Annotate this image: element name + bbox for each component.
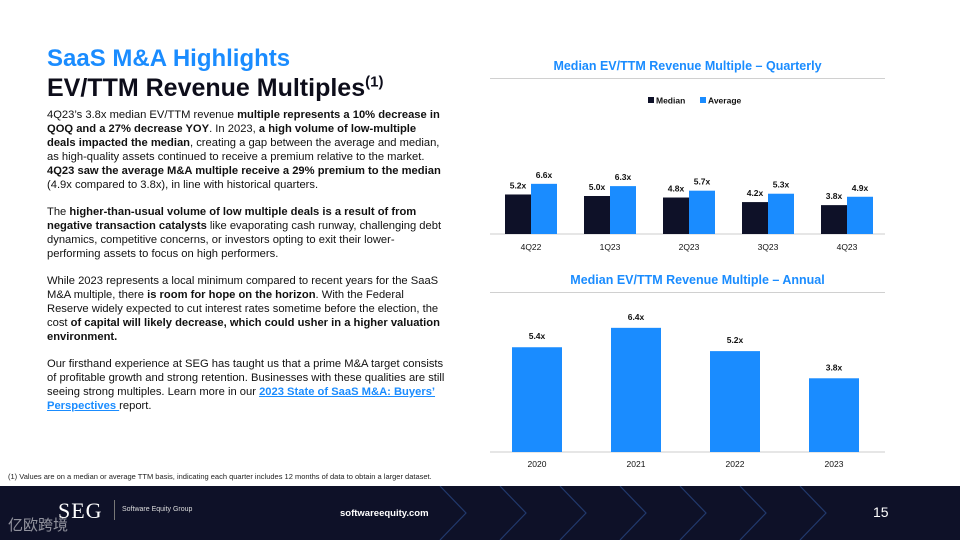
- bar-2023: [809, 378, 859, 452]
- bar-median-1Q23: [584, 196, 610, 234]
- quarterly-chart-divider: [490, 78, 885, 79]
- data-label-average-1Q23: 6.3x: [615, 172, 632, 182]
- paragraph-4-text: Our firsthand experience at SEG has taug…: [47, 358, 444, 398]
- tick-label-3Q23: 3Q23: [758, 242, 779, 252]
- footnote: (1) Values are on a median or average TT…: [8, 472, 432, 481]
- paragraph-1: 4Q23’s 3.8x median EV/TTM revenue multip…: [47, 109, 447, 192]
- company-name: Software Equity Group: [122, 506, 193, 513]
- data-label-median-2Q23: 4.8x: [668, 184, 685, 194]
- tick-label-4Q22: 4Q22: [521, 242, 542, 252]
- bar-average-4Q23: [847, 196, 873, 234]
- text-run: . With the Federal Reserve widely expect…: [47, 288, 439, 329]
- text-run: multiple represents a 10% decrease in QO…: [47, 109, 440, 135]
- data-label-2021: 6.4x: [628, 312, 645, 322]
- section-title: SaaS M&A Highlights: [47, 45, 291, 72]
- page-title-text: EV/TTM Revenue Multiples: [47, 74, 366, 102]
- annual-chart-divider: [490, 292, 885, 293]
- bar-median-4Q23: [821, 205, 847, 234]
- data-label-2020: 5.4x: [529, 331, 546, 341]
- text-run: a high volume of low-multiple deals impa…: [47, 122, 417, 149]
- text-run: of capital will likely decrease, which c…: [47, 316, 440, 343]
- paragraph-3: While 2023 represents a local minimum co…: [47, 275, 447, 345]
- data-label-average-4Q22: 6.6x: [536, 170, 553, 180]
- website-link[interactable]: softwareequity.com: [340, 508, 429, 519]
- bar-median-3Q23: [742, 202, 768, 234]
- text-run: 4Q23’s 3.8x median EV/TTM revenue: [47, 109, 238, 121]
- data-label-average-2Q23: 5.7x: [694, 177, 711, 187]
- paragraph-4: Our firsthand experience at SEG has taug…: [47, 358, 447, 414]
- data-label-2023: 3.8x: [826, 362, 843, 372]
- data-label-median-4Q22: 5.2x: [510, 180, 527, 190]
- text-run: While 2023 represents a local minimum co…: [47, 275, 439, 301]
- paragraph-2: The higher-than-usual volume of low mult…: [47, 206, 447, 262]
- bar-average-2Q23: [689, 190, 715, 234]
- text-run: . In 2023,: [209, 122, 259, 135]
- bar-average-1Q23: [610, 186, 636, 234]
- text-run: 4Q23 saw the average M&A multiple receiv…: [47, 164, 441, 177]
- tick-label-2022: 2022: [726, 459, 745, 469]
- tick-label-1Q23: 1Q23: [600, 242, 621, 252]
- tick-label-2Q23: 2Q23: [679, 242, 700, 252]
- paragraph-4-end: report.: [119, 399, 152, 412]
- quarterly-chart: Median Average 5.2x 6.6x 4Q22 5.0x 6.3x 1Q23 4.8…: [490, 96, 885, 252]
- bar-2020: [512, 347, 562, 452]
- legend-label-median: Median: [656, 96, 685, 106]
- bar-median-2Q23: [663, 197, 689, 234]
- data-label-average-3Q23: 5.3x: [773, 180, 790, 190]
- legend-swatch-average: [700, 97, 706, 103]
- bar-2022: [710, 351, 760, 452]
- bar-average-4Q22: [531, 183, 557, 234]
- annual-chart-title: Median EV/TTM Revenue Multiple – Annual: [570, 273, 825, 287]
- watermark: 亿欧跨境: [8, 517, 69, 534]
- footnote-marker: (1): [365, 73, 384, 91]
- bar-2021: [611, 327, 661, 452]
- chevron-pattern: [439, 486, 827, 540]
- text-run: higher-than-usual volume of low multiple…: [47, 205, 417, 232]
- seg-logo: SEG: [58, 498, 103, 523]
- text-run: (4.9x compared to 3.8x), in line with hi…: [47, 178, 319, 191]
- text-run: like evaporating cash runway, challengin…: [47, 219, 442, 260]
- tick-label-2020: 2020: [528, 459, 547, 469]
- body-text: 4Q23’s 3.8x median EV/TTM revenue multip…: [47, 109, 447, 427]
- legend-swatch-median: [648, 97, 654, 103]
- text-run: Our firsthand experience at SEG has taug…: [47, 358, 445, 398]
- annual-chart: 5.4x 2020 6.4x 2021 5.2x 2022 3.8x 2023: [490, 312, 885, 469]
- bar-average-3Q23: [768, 193, 794, 234]
- text-run: The: [47, 205, 70, 218]
- page-title: EV/TTM Revenue Multiples(1): [47, 74, 383, 103]
- data-label-average-4Q23: 4.9x: [852, 183, 869, 193]
- report-link[interactable]: 2023 State of SaaS M&A: Buyers’ Perspect…: [47, 385, 436, 412]
- bar-median-4Q22: [505, 194, 531, 234]
- footer-bar: 亿欧跨境 SEG Software Equity Group softwaree…: [0, 486, 960, 540]
- page-number: 15: [873, 504, 889, 520]
- tick-label-2023: 2023: [825, 459, 844, 469]
- data-label-median-1Q23: 5.0x: [589, 182, 606, 192]
- data-label-median-3Q23: 4.2x: [747, 188, 764, 198]
- logo-separator: [114, 500, 115, 520]
- text-run: is room for hope on the horizon: [147, 288, 316, 301]
- legend-label-average: Average: [708, 96, 742, 106]
- data-label-median-4Q23: 3.8x: [826, 191, 843, 201]
- data-label-2022: 5.2x: [727, 335, 744, 345]
- quarterly-chart-title: Median EV/TTM Revenue Multiple – Quarter…: [553, 59, 822, 73]
- text-run: , creating a gap between the average and…: [47, 136, 440, 163]
- tick-label-4Q23: 4Q23: [837, 242, 858, 252]
- tick-label-2021: 2021: [627, 459, 646, 469]
